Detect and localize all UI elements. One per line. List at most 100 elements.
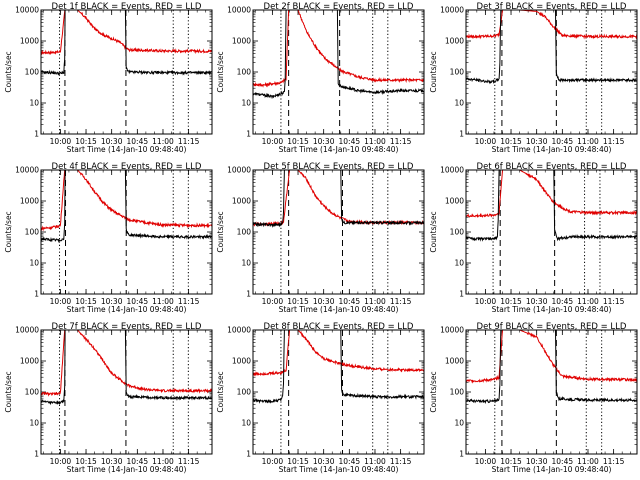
y-tick-label: 10	[29, 419, 39, 428]
x-tick-label: 10:15	[75, 457, 97, 466]
x-tick-label: 10:30	[313, 297, 335, 306]
series-line-events	[253, 10, 424, 99]
panel-det-5: Det 5f BLACK = Events, RED = LLD 1 10 100 10…	[216, 162, 425, 314]
panel-det-4: Det 4f BLACK = Events, RED = LLD 1 10 100 10…	[4, 162, 213, 314]
series-line-events	[466, 330, 637, 405]
x-tick-label: 11:15	[603, 297, 625, 306]
x-tick-label: 10:00	[262, 297, 284, 306]
y-tick-label: 1000	[232, 197, 251, 206]
x-tick-label: 10:30	[526, 457, 548, 466]
panel-title: Det 3f BLACK = Events, RED = LLD	[477, 2, 627, 12]
plot-frame	[252, 9, 425, 135]
x-axis-label: Start Time (14-Jan-10 09:48:40)	[67, 305, 187, 314]
panel-det-9: Det 9f BLACK = Events, RED = LLD 1 10 100 10…	[429, 322, 638, 474]
y-tick-label: 1000	[20, 37, 39, 46]
panel-title: Det 5f BLACK = Events, RED = LLD	[264, 162, 414, 172]
x-tick-label: 10:15	[500, 457, 522, 466]
series-line-lld	[253, 10, 424, 88]
x-tick-label: 10:15	[75, 137, 97, 146]
y-tick-label: 100	[237, 68, 252, 77]
y-tick-label: 10000	[440, 326, 464, 335]
y-tick-label: 1000	[20, 197, 39, 206]
y-tick-label: 10000	[227, 326, 251, 335]
x-tick-label: 10:45	[552, 457, 574, 466]
x-tick-label: 11:00	[364, 137, 386, 146]
panel-det-3: Det 3f BLACK = Events, RED = LLD 1 10 100 10…	[429, 2, 638, 154]
y-tick-label: 10000	[15, 166, 39, 175]
plot-frame	[40, 9, 213, 135]
y-tick-label: 1000	[20, 357, 39, 366]
y-axis-label: Counts/sec	[4, 371, 13, 412]
panel-title: Det 7f BLACK = Events, RED = LLD	[52, 322, 202, 332]
y-tick-label: 10	[454, 259, 464, 268]
y-tick-label: 100	[237, 388, 252, 397]
x-tick-label: 10:00	[475, 457, 497, 466]
y-tick-label: 10	[241, 419, 251, 428]
series-line-events	[466, 10, 637, 85]
x-tick-label: 10:45	[552, 297, 574, 306]
x-axis-label: Start Time (14-Jan-10 09:48:40)	[67, 465, 187, 474]
series-line-events	[253, 170, 424, 228]
y-tick-label: 100	[237, 228, 252, 237]
y-axis-label: Counts/sec	[216, 211, 225, 252]
series-line-events	[253, 330, 424, 404]
x-tick-label: 10:00	[475, 297, 497, 306]
x-axis-label: Start Time (14-Jan-10 09:48:40)	[279, 145, 399, 154]
x-tick-label: 11:00	[152, 137, 174, 146]
panel-title: Det 4f BLACK = Events, RED = LLD	[52, 162, 202, 172]
y-tick-label: 10000	[227, 6, 251, 15]
x-axis-label: Start Time (14-Jan-10 09:48:40)	[279, 465, 399, 474]
x-tick-label: 10:45	[127, 457, 149, 466]
x-tick-label: 11:15	[390, 457, 412, 466]
y-tick-label: 1000	[445, 37, 464, 46]
y-tick-label: 10	[29, 99, 39, 108]
y-tick-label: 10	[454, 99, 464, 108]
y-tick-label: 1	[246, 130, 251, 139]
x-tick-label: 11:00	[152, 457, 174, 466]
y-tick-label: 10000	[15, 326, 39, 335]
y-tick-label: 100	[25, 388, 40, 397]
y-tick-label: 1	[459, 450, 464, 459]
y-tick-label: 1	[459, 130, 464, 139]
x-tick-label: 10:45	[127, 297, 149, 306]
x-tick-label: 10:30	[526, 137, 548, 146]
series-line-events	[41, 10, 212, 77]
x-tick-label: 11:00	[577, 297, 599, 306]
x-tick-label: 10:45	[339, 297, 361, 306]
panel-det-7: Det 7f BLACK = Events, RED = LLD 1 10 100 10…	[4, 322, 213, 474]
x-tick-label: 10:15	[287, 137, 309, 146]
series-line-lld	[253, 330, 424, 377]
plot-frame	[40, 169, 213, 295]
y-tick-label: 1	[34, 450, 39, 459]
y-tick-label: 10000	[227, 166, 251, 175]
x-tick-label: 11:15	[178, 457, 200, 466]
plot-frame	[465, 169, 638, 295]
y-tick-label: 1000	[445, 357, 464, 366]
x-tick-label: 11:00	[364, 297, 386, 306]
x-tick-label: 10:30	[101, 137, 123, 146]
plot-frame	[40, 329, 213, 455]
y-axis-label: Counts/sec	[4, 211, 13, 252]
plot-frame	[252, 169, 425, 295]
panel-title: Det 8f BLACK = Events, RED = LLD	[264, 322, 414, 332]
x-tick-label: 11:15	[390, 137, 412, 146]
x-tick-label: 10:30	[101, 297, 123, 306]
series-line-events	[466, 170, 637, 242]
x-tick-label: 11:15	[603, 137, 625, 146]
x-tick-label: 10:00	[262, 137, 284, 146]
series-line-lld	[41, 330, 212, 397]
y-axis-label: Counts/sec	[216, 371, 225, 412]
y-tick-label: 100	[450, 228, 465, 237]
x-tick-label: 11:15	[390, 297, 412, 306]
series-line-lld	[253, 170, 424, 227]
x-axis-label: Start Time (14-Jan-10 09:48:40)	[492, 465, 612, 474]
y-axis-label: Counts/sec	[429, 51, 438, 92]
y-tick-label: 10000	[15, 6, 39, 15]
x-tick-label: 10:45	[339, 457, 361, 466]
y-axis-label: Counts/sec	[429, 211, 438, 252]
x-tick-label: 11:00	[577, 457, 599, 466]
plot-frame	[252, 329, 425, 455]
y-axis-label: Counts/sec	[429, 371, 438, 412]
x-tick-label: 11:00	[152, 297, 174, 306]
